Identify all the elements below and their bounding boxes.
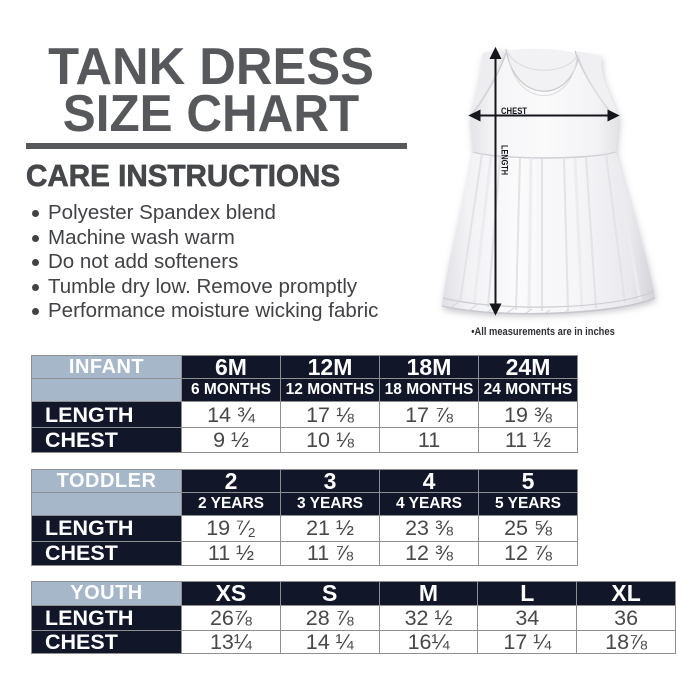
- svg-text:CHEST: CHEST: [501, 106, 527, 117]
- svg-text:LENGTH: LENGTH: [499, 145, 510, 175]
